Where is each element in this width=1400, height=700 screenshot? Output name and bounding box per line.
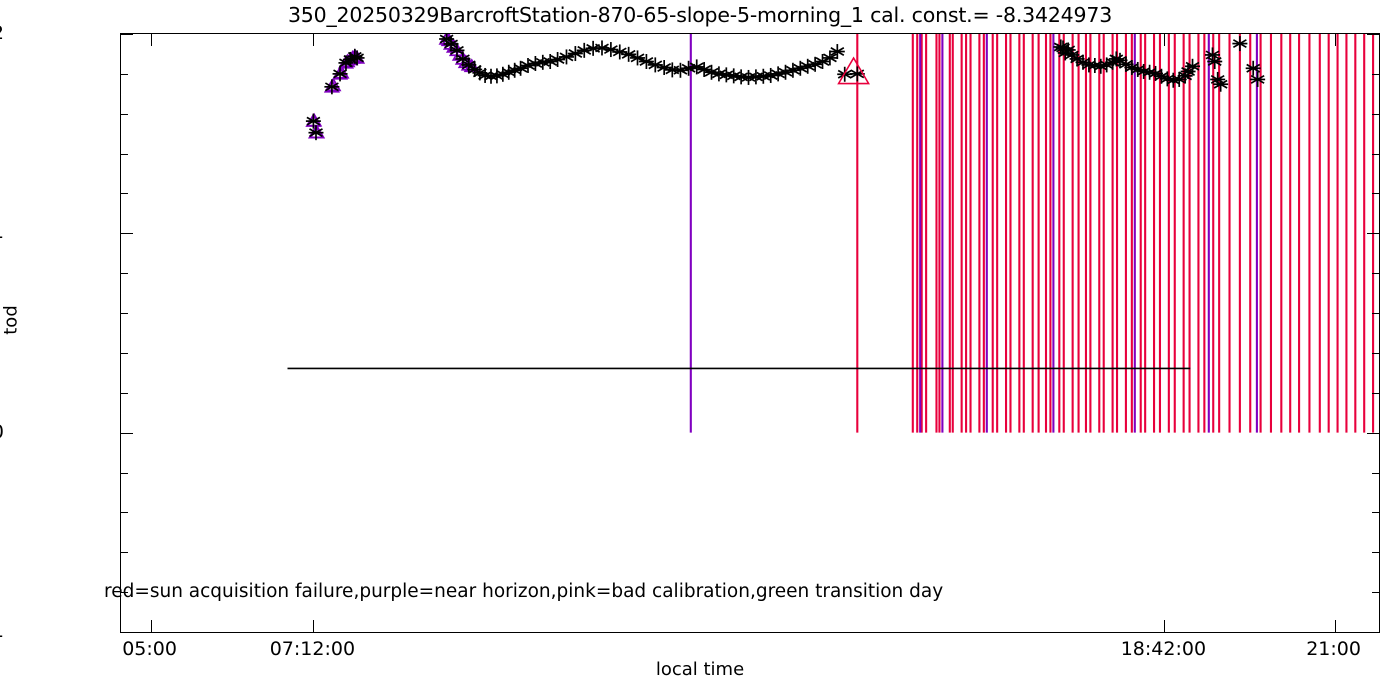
y-minor-tick — [121, 73, 128, 75]
observation-marker — [638, 54, 654, 70]
x-tick-label: 18:42:00 — [1120, 638, 1207, 660]
observation-marker — [461, 57, 477, 73]
observation-marker — [621, 46, 637, 62]
bad-calibration-marker — [837, 56, 870, 85]
x-major-tick — [1164, 620, 1166, 632]
observation-marker — [696, 61, 712, 77]
y-axis-title: tod — [0, 305, 22, 335]
observation-marker — [1213, 76, 1229, 92]
y-minor-tick — [121, 193, 128, 195]
y-minor-tick — [121, 313, 128, 315]
y-minor-tick — [121, 153, 128, 155]
y-tick-label: 0.2 — [0, 22, 4, 44]
y-minor-tick — [121, 273, 128, 275]
observation-marker — [822, 50, 838, 66]
observation-marker — [1250, 71, 1266, 87]
observation-marker — [308, 125, 324, 141]
y-minor-tick — [121, 113, 128, 115]
y-minor-tick — [1372, 153, 1379, 155]
observation-marker — [1177, 68, 1193, 84]
observation-marker — [332, 66, 348, 82]
y-minor-tick — [121, 472, 128, 474]
y-minor-tick — [1372, 592, 1379, 594]
observation-marker — [630, 50, 646, 66]
observation-marker — [829, 44, 845, 60]
observation-marker — [558, 49, 574, 65]
y-minor-tick — [1372, 73, 1379, 75]
x-axis-title: local time — [655, 659, 745, 680]
y-tick-label: 0.1 — [0, 221, 4, 243]
x-major-tick — [313, 34, 315, 46]
y-minor-tick — [1372, 352, 1379, 354]
x-major-tick — [150, 620, 152, 632]
y-major-tick — [1367, 34, 1379, 35]
y-major-tick — [121, 632, 133, 633]
observation-marker — [815, 54, 831, 70]
page-title: 350_20250329BarcroftStation-870-65-slope… — [287, 3, 1113, 27]
y-minor-tick — [1372, 552, 1379, 554]
observation-marker — [349, 50, 365, 66]
y-minor-tick — [1372, 193, 1379, 195]
y-major-tick — [1367, 432, 1379, 434]
x-tick-label: 21:00 — [1306, 638, 1361, 660]
y-minor-tick — [1372, 472, 1379, 474]
y-minor-tick — [1372, 313, 1379, 315]
x-major-tick — [1334, 34, 1336, 46]
x-tick-label: 07:12:00 — [269, 638, 356, 660]
observation-marker — [513, 60, 529, 76]
y-minor-tick — [121, 352, 128, 354]
x-major-tick — [1164, 34, 1166, 46]
y-minor-tick — [121, 552, 128, 554]
x-major-tick — [1334, 620, 1336, 632]
y-tick-label: -0.1 — [0, 620, 4, 642]
y-minor-tick — [121, 512, 128, 514]
y-minor-tick — [121, 392, 128, 394]
y-major-tick — [121, 432, 133, 434]
y-tick-label: 0.0 — [0, 421, 4, 443]
observation-marker — [807, 56, 823, 72]
observation-marker — [324, 79, 340, 95]
y-major-tick — [121, 233, 133, 235]
plot-frame — [120, 33, 1380, 633]
x-major-tick — [313, 620, 315, 632]
y-major-tick — [121, 34, 133, 35]
y-minor-tick — [1372, 512, 1379, 514]
y-major-tick — [1367, 632, 1379, 633]
observation-marker — [443, 36, 459, 52]
plot-area — [121, 34, 1379, 632]
y-minor-tick — [1372, 113, 1379, 115]
observation-marker — [1232, 36, 1248, 52]
observation-marker — [305, 113, 321, 129]
legend-note: red=sun acquisition failure,purple=near … — [104, 581, 944, 602]
observation-marker — [1245, 60, 1261, 76]
y-minor-tick — [1372, 273, 1379, 275]
observation-marker — [455, 51, 471, 67]
y-major-tick — [1367, 233, 1379, 235]
y-minor-tick — [1372, 392, 1379, 394]
x-major-tick — [150, 34, 152, 46]
y-minor-tick — [121, 592, 128, 594]
observation-marker — [1185, 58, 1201, 74]
x-tick-label: 05:00 — [122, 638, 177, 660]
observation-marker — [1207, 54, 1223, 70]
plot-canvas — [287, 34, 1375, 433]
